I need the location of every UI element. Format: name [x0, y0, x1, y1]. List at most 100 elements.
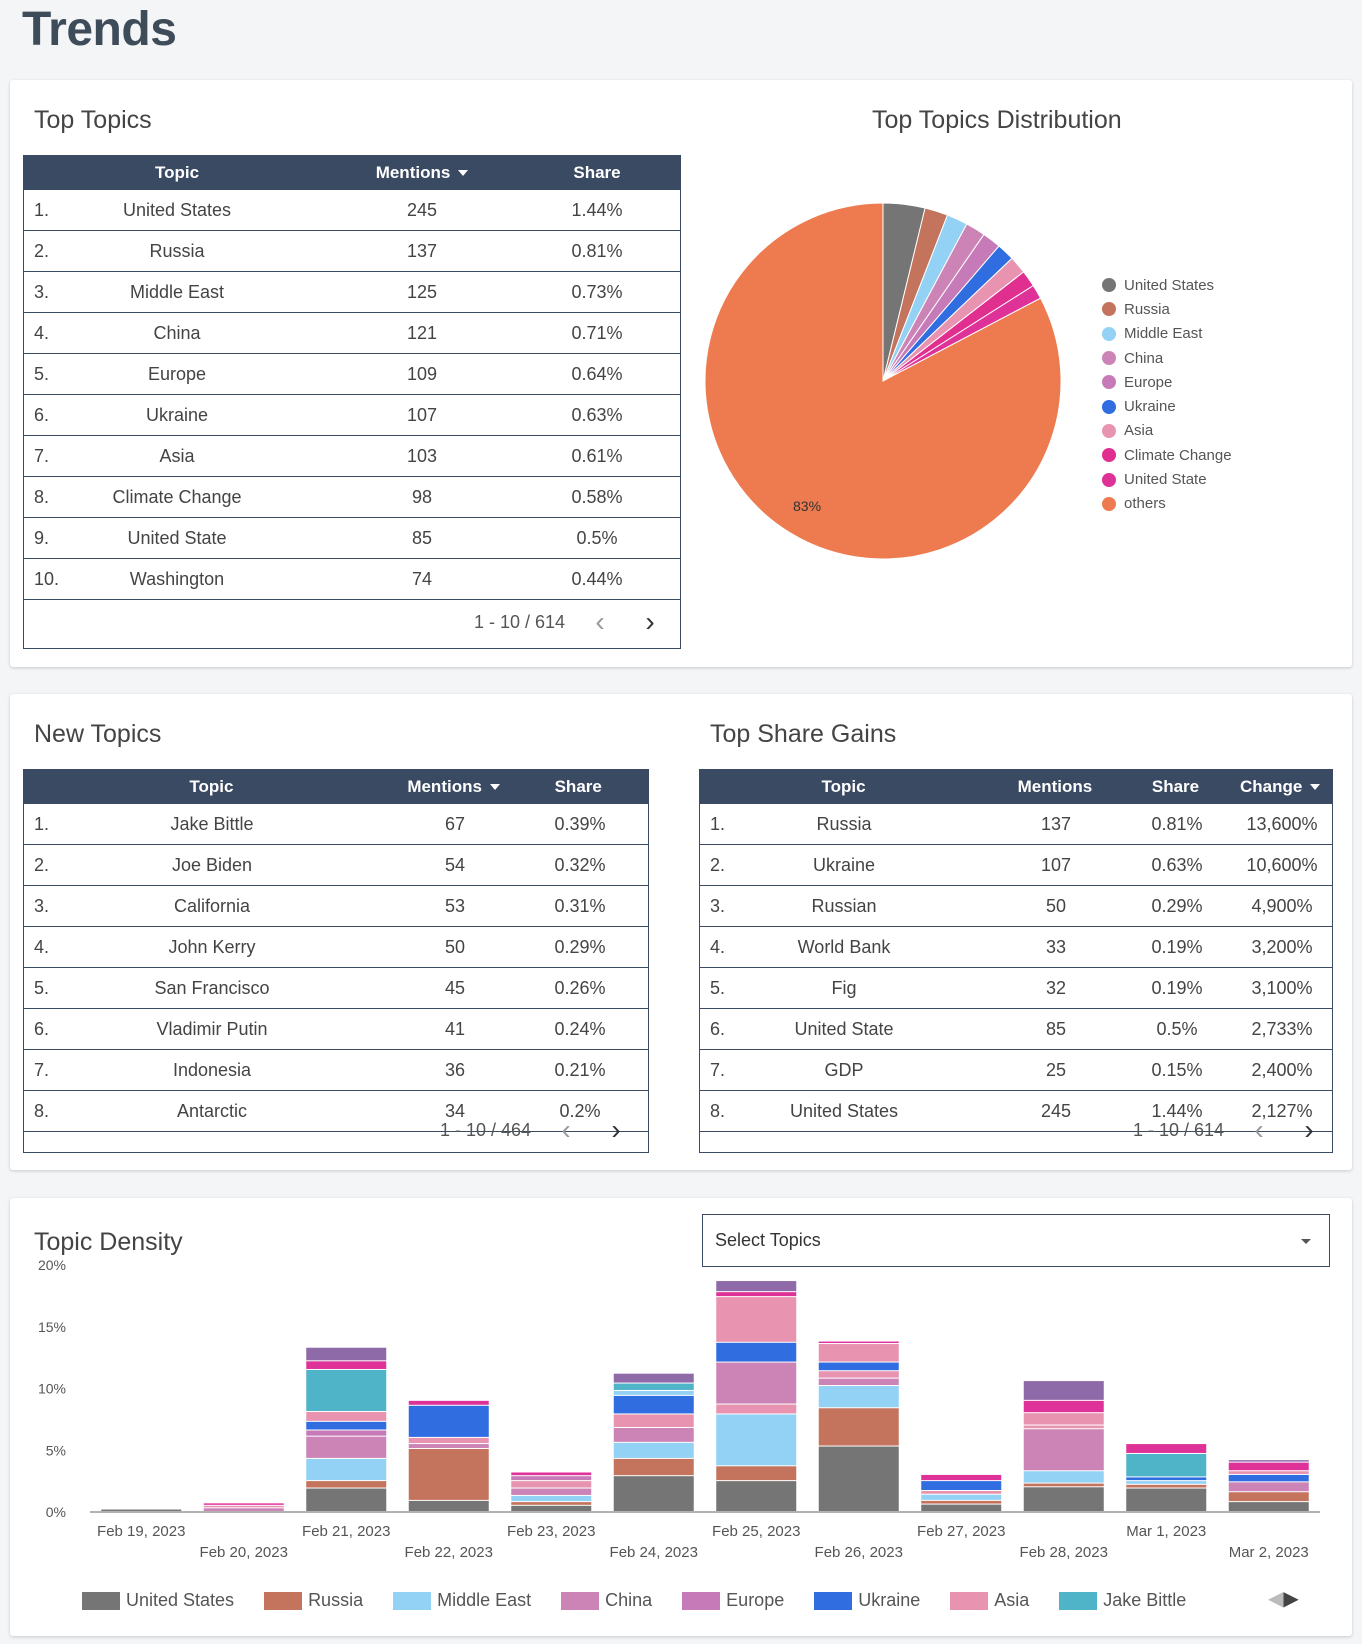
legend-item[interactable]: Russia	[1102, 297, 1232, 321]
prev-page-icon[interactable]: ‹	[595, 606, 605, 637]
bar-segment[interactable]	[306, 1488, 387, 1511]
bar-segment[interactable]	[716, 1362, 797, 1404]
legend-item[interactable]: Asia	[950, 1590, 1029, 1611]
legend-item[interactable]: others	[1102, 492, 1232, 516]
legend-item[interactable]: Asia	[1102, 419, 1232, 443]
bar-segment[interactable]	[511, 1481, 592, 1488]
bar-segment[interactable]	[306, 1361, 387, 1369]
bar-segment[interactable]	[716, 1481, 797, 1511]
sort-desc-icon[interactable]	[1310, 784, 1321, 790]
column-topic[interactable]: Topic	[154, 163, 200, 182]
column-change[interactable]: Change	[1228, 777, 1332, 797]
legend-item[interactable]: Ukraine	[1102, 394, 1232, 418]
bar-segment[interactable]	[203, 1505, 284, 1508]
table-row[interactable]: 1. United States 245 1.44%	[24, 190, 680, 231]
bar-segment[interactable]	[1228, 1502, 1309, 1511]
bar-segment[interactable]	[818, 1344, 899, 1362]
bar-segment[interactable]	[613, 1476, 694, 1511]
bar-segment[interactable]	[818, 1371, 899, 1378]
bar-segment[interactable]	[613, 1395, 694, 1414]
prev-page-icon[interactable]: ‹	[561, 1114, 571, 1145]
bar-segment[interactable]	[1023, 1483, 1104, 1487]
table-row[interactable]: 5. Fig 32 0.19% 3,100%	[700, 968, 1332, 1009]
bar-segment[interactable]	[511, 1488, 592, 1495]
table-row[interactable]: 2. Ukraine 107 0.63% 10,600%	[700, 845, 1332, 886]
bar-segment[interactable]	[716, 1342, 797, 1362]
bar-segment[interactable]	[818, 1362, 899, 1371]
bar-segment[interactable]	[408, 1400, 489, 1405]
table-row[interactable]: 6. Ukraine 107 0.63%	[24, 395, 680, 436]
bar-segment[interactable]	[1023, 1429, 1104, 1471]
legend-item[interactable]: United State	[1102, 467, 1232, 491]
legend-prev-icon[interactable]: ◀	[1268, 1588, 1284, 1610]
bar-segment[interactable]	[1023, 1381, 1104, 1400]
bar-segment[interactable]	[408, 1449, 489, 1500]
select-topics-dropdown[interactable]: Select Topics	[702, 1214, 1330, 1267]
column-mentions[interactable]: Mentions	[399, 777, 509, 797]
table-row[interactable]: 3. Russian 50 0.29% 4,900%	[700, 886, 1332, 927]
bar-segment[interactable]	[1126, 1484, 1207, 1488]
legend-item[interactable]: Europe	[682, 1590, 784, 1611]
table-row[interactable]: 5. San Francisco 45 0.26%	[24, 968, 648, 1009]
legend-item[interactable]: Climate Change	[1102, 443, 1232, 467]
table-row[interactable]: 1. Jake Bittle 67 0.39%	[24, 804, 648, 845]
bar-segment[interactable]	[716, 1404, 797, 1414]
table-row[interactable]: 3. Middle East 125 0.73%	[24, 272, 680, 313]
bar-segment[interactable]	[306, 1430, 387, 1436]
bar-segment[interactable]	[1023, 1487, 1104, 1511]
bar-segment[interactable]	[511, 1476, 592, 1481]
legend-item[interactable]: Europe	[1102, 370, 1232, 394]
bar-segment[interactable]	[306, 1458, 387, 1481]
bar-segment[interactable]	[1126, 1488, 1207, 1511]
table-row[interactable]: 1. Russia 137 0.81% 13,600%	[700, 804, 1332, 845]
bar-segment[interactable]	[716, 1466, 797, 1481]
bar-segment[interactable]	[716, 1281, 797, 1292]
bar-segment[interactable]	[613, 1383, 694, 1390]
bar-segment[interactable]	[1228, 1462, 1309, 1471]
sort-desc-icon[interactable]	[489, 784, 500, 790]
legend-item[interactable]: Middle East	[393, 1590, 531, 1611]
bar-segment[interactable]	[306, 1369, 387, 1411]
column-topic[interactable]: Topic	[821, 777, 866, 796]
next-page-icon[interactable]: ›	[645, 606, 655, 637]
legend-item[interactable]: Russia	[264, 1590, 363, 1611]
table-row[interactable]: 7. Indonesia 36 0.21%	[24, 1050, 648, 1091]
bar-segment[interactable]	[818, 1446, 899, 1511]
bar-segment[interactable]	[306, 1421, 387, 1430]
bar-segment[interactable]	[921, 1491, 1002, 1494]
bar-segment[interactable]	[613, 1373, 694, 1383]
bar-segment[interactable]	[818, 1386, 899, 1408]
bar-segment[interactable]	[921, 1504, 1002, 1511]
bar-segment[interactable]	[1023, 1400, 1104, 1413]
table-row[interactable]: 10. Washington 74 0.44%	[24, 559, 680, 600]
bar-segment[interactable]	[203, 1503, 284, 1505]
bar-segment[interactable]	[921, 1481, 1002, 1491]
bar-segment[interactable]	[408, 1405, 489, 1437]
bar-segment[interactable]	[921, 1494, 1002, 1500]
column-mentions[interactable]: Mentions	[1017, 777, 1093, 796]
legend-item[interactable]: China	[561, 1590, 652, 1611]
bar-segment[interactable]	[818, 1378, 899, 1386]
bar-segment[interactable]	[716, 1297, 797, 1342]
bar-segment[interactable]	[408, 1444, 489, 1449]
bar-segment[interactable]	[511, 1495, 592, 1502]
table-row[interactable]: 2. Joe Biden 54 0.32%	[24, 845, 648, 886]
column-share[interactable]: Share	[554, 777, 602, 796]
legend-next-icon[interactable]: ▶	[1283, 1588, 1299, 1610]
legend-item[interactable]: Ukraine	[814, 1590, 920, 1611]
bar-segment[interactable]	[511, 1502, 592, 1505]
bar-segment[interactable]	[1228, 1492, 1309, 1502]
bar-segment[interactable]	[306, 1481, 387, 1488]
column-topic[interactable]: Topic	[189, 777, 234, 796]
legend-item[interactable]: China	[1102, 346, 1232, 370]
column-mentions[interactable]: Mentions	[330, 163, 514, 183]
legend-item[interactable]: Middle East	[1102, 322, 1232, 346]
table-row[interactable]: 5. Europe 109 0.64%	[24, 354, 680, 395]
bar-segment[interactable]	[818, 1341, 899, 1344]
bar-segment[interactable]	[613, 1458, 694, 1476]
table-row[interactable]: 8. Antarctic 34 0.2%	[24, 1091, 648, 1132]
table-row[interactable]: 6. Vladimir Putin 41 0.24%	[24, 1009, 648, 1050]
bar-segment[interactable]	[203, 1508, 284, 1511]
bar-segment[interactable]	[1023, 1471, 1104, 1483]
prev-page-icon[interactable]: ‹	[1254, 1114, 1264, 1145]
